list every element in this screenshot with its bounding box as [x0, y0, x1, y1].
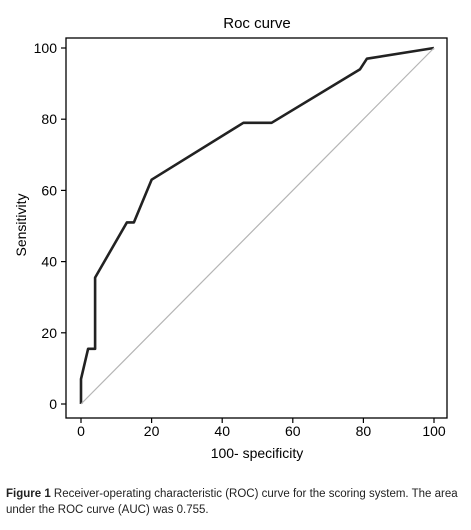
- caption-lead: Figure 1: [6, 488, 51, 500]
- series-layer: [79, 46, 435, 405]
- roc-chart: Roc curve 0 20 40 60 80 100 0 20 40 60 80 100 100-…: [13, 15, 448, 461]
- y-tick-label: 40: [41, 254, 57, 270]
- x-tick-label: 0: [77, 423, 85, 439]
- roc-curve-line: [79, 46, 435, 404]
- x-tick-label: 100: [422, 423, 446, 439]
- reference-diagonal-line: [80, 47, 435, 405]
- x-tick-label: 40: [214, 423, 230, 439]
- y-axis-ticks: 0 20 40 60 80 100: [34, 40, 66, 412]
- x-tick-label: 60: [285, 423, 301, 439]
- x-axis-ticks: 0 20 40 60 80 100: [77, 418, 446, 439]
- x-axis-label: 100- specificity: [211, 445, 304, 461]
- y-tick-label: 20: [41, 325, 57, 341]
- plot-border: [65, 37, 448, 419]
- chart-title: Roc curve: [223, 15, 291, 32]
- y-tick-label: 60: [41, 182, 57, 198]
- y-tick-label: 80: [41, 111, 57, 127]
- plot-area: [65, 37, 448, 419]
- y-axis-label: Sensitivity: [13, 193, 29, 256]
- x-tick-label: 80: [356, 423, 372, 439]
- x-tick-label: 20: [144, 423, 160, 439]
- caption-text: Receiver-operating characteristic (ROC) …: [6, 488, 458, 516]
- figure-caption: Figure 1 Receiver-operating characterist…: [6, 486, 468, 518]
- y-tick-label: 0: [49, 396, 57, 412]
- y-tick-label: 100: [34, 40, 58, 56]
